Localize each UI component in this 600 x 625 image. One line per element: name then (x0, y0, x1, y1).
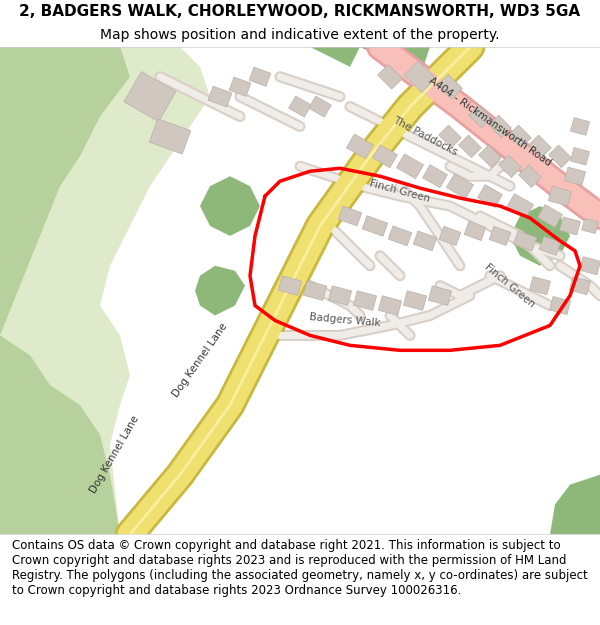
FancyBboxPatch shape (309, 96, 331, 117)
FancyBboxPatch shape (446, 174, 473, 199)
Polygon shape (200, 176, 260, 236)
FancyBboxPatch shape (422, 165, 448, 188)
FancyBboxPatch shape (353, 291, 377, 311)
FancyBboxPatch shape (397, 154, 424, 179)
FancyBboxPatch shape (249, 67, 271, 86)
FancyBboxPatch shape (439, 125, 461, 148)
FancyBboxPatch shape (548, 186, 572, 206)
FancyBboxPatch shape (499, 155, 521, 178)
FancyBboxPatch shape (388, 226, 412, 246)
Text: Map shows position and indicative extent of the property.: Map shows position and indicative extent… (100, 28, 500, 42)
FancyBboxPatch shape (580, 257, 600, 275)
FancyBboxPatch shape (469, 105, 491, 127)
FancyBboxPatch shape (559, 217, 581, 235)
Polygon shape (310, 47, 360, 67)
FancyBboxPatch shape (403, 291, 427, 311)
FancyBboxPatch shape (513, 231, 537, 251)
FancyBboxPatch shape (569, 277, 590, 295)
Polygon shape (195, 266, 245, 316)
Polygon shape (550, 474, 600, 534)
FancyBboxPatch shape (428, 286, 452, 306)
FancyBboxPatch shape (208, 86, 232, 107)
Text: 2, BADGERS WALK, CHORLEYWOOD, RICKMANSWORTH, WD3 5GA: 2, BADGERS WALK, CHORLEYWOOD, RICKMANSWO… (19, 4, 581, 19)
FancyBboxPatch shape (529, 277, 551, 295)
FancyBboxPatch shape (538, 204, 562, 228)
FancyBboxPatch shape (458, 135, 481, 158)
FancyBboxPatch shape (289, 96, 311, 117)
FancyBboxPatch shape (539, 236, 561, 256)
Text: Contains OS data © Crown copyright and database right 2021. This information is : Contains OS data © Crown copyright and d… (12, 539, 588, 597)
FancyBboxPatch shape (304, 281, 326, 301)
Polygon shape (510, 206, 570, 266)
FancyBboxPatch shape (338, 206, 362, 226)
FancyBboxPatch shape (404, 61, 436, 92)
FancyBboxPatch shape (464, 221, 486, 241)
FancyBboxPatch shape (550, 296, 571, 314)
FancyBboxPatch shape (328, 286, 352, 306)
FancyBboxPatch shape (413, 231, 437, 251)
FancyBboxPatch shape (377, 64, 403, 89)
FancyBboxPatch shape (439, 226, 461, 246)
Text: Finch Green: Finch Green (483, 262, 537, 309)
Text: The Paddocks: The Paddocks (391, 115, 459, 158)
FancyBboxPatch shape (571, 118, 590, 135)
FancyBboxPatch shape (509, 125, 532, 148)
FancyBboxPatch shape (124, 72, 176, 122)
FancyBboxPatch shape (478, 184, 502, 208)
FancyBboxPatch shape (346, 134, 374, 159)
Polygon shape (0, 47, 210, 534)
FancyBboxPatch shape (548, 145, 571, 168)
FancyBboxPatch shape (565, 167, 586, 185)
FancyBboxPatch shape (149, 119, 191, 154)
Polygon shape (360, 47, 430, 77)
Text: Badgers Walk: Badgers Walk (309, 312, 381, 329)
Text: Dog Kennel Lane: Dog Kennel Lane (171, 321, 229, 399)
FancyBboxPatch shape (278, 276, 302, 296)
FancyBboxPatch shape (489, 226, 511, 246)
FancyBboxPatch shape (229, 77, 251, 96)
Text: A404 - Rickmansworth Road: A404 - Rickmansworth Road (427, 75, 553, 168)
FancyBboxPatch shape (362, 216, 388, 236)
FancyBboxPatch shape (373, 145, 397, 168)
FancyBboxPatch shape (571, 148, 590, 165)
FancyBboxPatch shape (506, 194, 533, 218)
FancyBboxPatch shape (437, 74, 463, 99)
FancyBboxPatch shape (479, 145, 502, 168)
FancyBboxPatch shape (379, 296, 401, 316)
Text: Dog Kennel Lane: Dog Kennel Lane (89, 414, 141, 496)
FancyBboxPatch shape (529, 135, 551, 158)
Polygon shape (0, 47, 130, 336)
Text: Finch Green: Finch Green (369, 178, 431, 204)
FancyBboxPatch shape (518, 165, 541, 188)
FancyBboxPatch shape (581, 218, 598, 234)
FancyBboxPatch shape (488, 115, 511, 138)
Polygon shape (0, 47, 120, 534)
